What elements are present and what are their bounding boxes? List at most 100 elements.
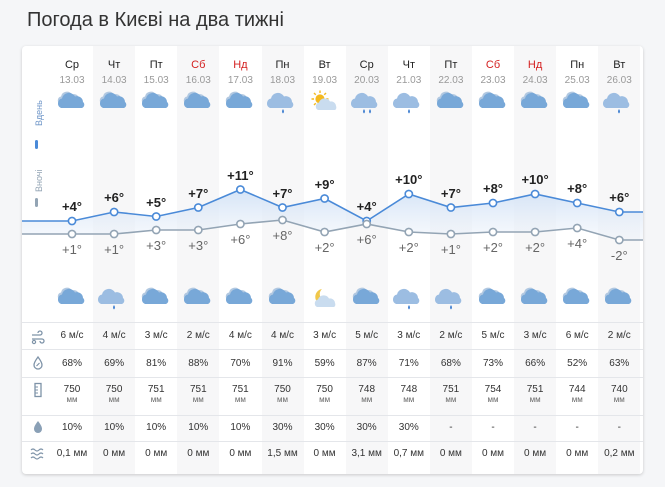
night-temperature-point (404, 227, 414, 237)
precip-value: 0,1 мм (56, 448, 88, 459)
day-name: Ср (359, 59, 374, 71)
precip-value: 0 мм (481, 448, 505, 459)
day-name: Пн (275, 59, 290, 71)
wind-value: 3 м/с (397, 330, 421, 341)
row-divider (22, 322, 643, 323)
pressure-value: 750 мм (93, 384, 135, 404)
day-name: Сб (485, 59, 501, 71)
pressure-number: 750 (63, 384, 81, 395)
pressure-number: 751 (526, 384, 544, 395)
day-date: 19.03 (312, 75, 338, 86)
night-temperature-point (193, 225, 203, 235)
pressure-number: 748 (400, 384, 418, 395)
cloud-rain-icon (388, 286, 430, 310)
pressure-number: 754 (484, 384, 502, 395)
day-name: Чт (107, 59, 121, 71)
day-name: Нд (233, 59, 248, 71)
humidity-value: 87% (356, 358, 377, 369)
pressure-value: 748 мм (388, 384, 430, 404)
row-divider (22, 441, 643, 442)
night-temperature: +1° (104, 242, 125, 257)
day-temperature-point (193, 203, 203, 212)
cloudy-icon (219, 286, 261, 310)
humidity-value: 81% (146, 358, 167, 369)
cloud-rain-icon (93, 286, 135, 310)
cloudy-icon (556, 286, 598, 310)
day-temperature: +5° (146, 194, 167, 210)
day-temperature-point (109, 207, 119, 217)
cloudy-icon (177, 286, 219, 310)
precip-value: 0 мм (566, 448, 589, 459)
precip-prob-value: - (533, 422, 537, 433)
wind-value: 4 м/с (228, 330, 252, 341)
sun-cloud-icon (304, 90, 346, 114)
wind-value: 2 м/с (607, 330, 631, 341)
pressure-unit: мм (445, 395, 457, 404)
humidity-value: 59% (314, 358, 335, 369)
cloudy-icon (346, 286, 388, 310)
day-temperature-point (320, 194, 329, 203)
pressure-unit: мм (234, 395, 246, 404)
humidity-value: 52% (567, 358, 588, 369)
precip-prob-value: - (491, 422, 495, 433)
day-date: 23.03 (480, 75, 506, 86)
humidity-value: 68% (61, 358, 82, 369)
row-divider (22, 377, 643, 378)
wind-value: 3 м/с (523, 330, 547, 341)
night-temperature-point (151, 225, 161, 235)
pressure-value: 750 мм (51, 384, 93, 404)
precip-value: 0 мм (103, 448, 126, 459)
night-temperature: +2° (525, 240, 546, 255)
night-temperature-point (109, 229, 119, 239)
day-temperature: +6° (609, 190, 630, 205)
cloudy-icon (472, 90, 514, 114)
row-divider (22, 349, 643, 350)
humidity-value: 91% (272, 358, 293, 369)
precip-prob-value: - (449, 422, 453, 433)
cloudy-icon (556, 90, 598, 114)
cloud-heavy-rain-icon (346, 90, 388, 114)
day-temperature: +10° (395, 172, 423, 187)
forecast-card: Вдень Вночі Ср 13.03 +4° +1° 6 м/с 68% 750 мм 10… (22, 46, 643, 474)
day-name: Вт (318, 59, 331, 71)
humidity-value: 69% (104, 358, 125, 369)
day-temperature: +7° (188, 185, 209, 201)
precip-prob-value: - (617, 422, 621, 433)
pressure-number: 750 (316, 384, 333, 395)
cloudy-icon (51, 286, 93, 310)
pressure-number: 740 (610, 384, 628, 395)
pressure-number: 751 (189, 384, 207, 395)
pressure-value: 750 мм (304, 384, 346, 404)
night-line-marker (35, 198, 38, 207)
precipitation-icon (30, 445, 46, 461)
pressure-value: 751 мм (135, 384, 177, 404)
day-temperature: +4° (61, 199, 83, 214)
cloud-rain-icon (598, 90, 640, 114)
cloud-rain-icon (262, 90, 304, 114)
wind-value: 2 м/с (439, 330, 463, 341)
night-temperature: +1° (61, 242, 83, 257)
day-name: Пт (444, 59, 458, 71)
day-temperature-point (446, 203, 456, 212)
night-temperature: +1° (440, 242, 461, 257)
pressure-number: 751 (232, 384, 249, 395)
precip-value: 0 мм (229, 448, 252, 459)
wind-icon (30, 329, 46, 345)
humidity-value: 63% (609, 358, 630, 369)
night-label: Вночі (34, 169, 44, 192)
column-stripe (177, 46, 220, 474)
pressure-value: 751 мм (177, 384, 219, 404)
night-temperature: +3° (188, 238, 209, 253)
row-divider (22, 415, 643, 416)
night-temperature: -2° (610, 248, 628, 263)
wind-value: 4 м/с (102, 330, 126, 341)
precip-prob-value: 10% (104, 422, 125, 433)
cloud-rain-icon (430, 286, 472, 310)
temperature-chart (22, 185, 643, 245)
day-name: Пн (570, 59, 585, 71)
cloudy-icon (219, 90, 261, 114)
humidity-value: 68% (440, 358, 461, 369)
cloudy-icon (177, 90, 219, 114)
day-name: Пт (149, 59, 163, 71)
pressure-value: 744 мм (556, 384, 598, 404)
